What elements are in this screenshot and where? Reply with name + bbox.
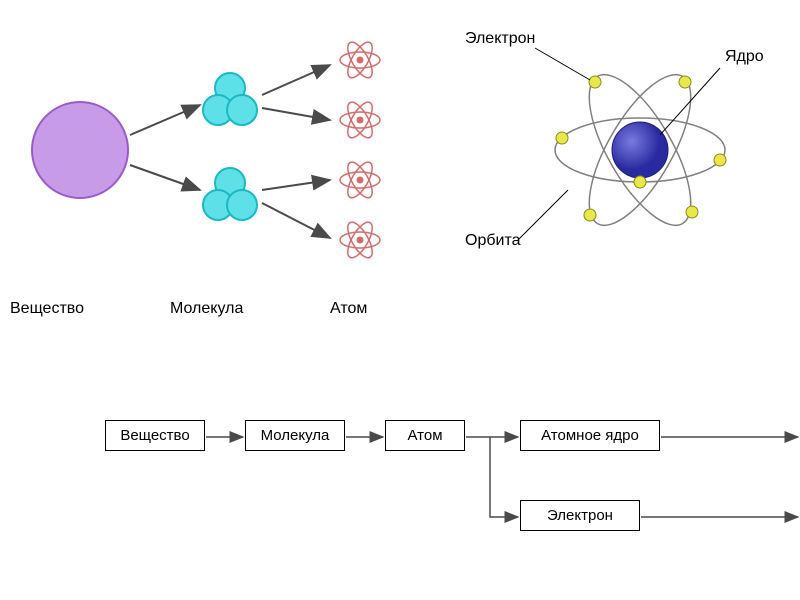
molecule-bottom [203,168,257,220]
electron-icon [589,76,601,88]
atom-model [555,60,726,239]
flow-nucleus: Атомное ядро [520,420,660,451]
flow-molecule: Молекула [245,420,345,451]
label-orbit: Орбита [465,232,521,250]
electron-icon [714,154,726,166]
flow-substance: Вещество [105,420,205,451]
label-substance: Вещество [10,300,84,318]
electron-icon [634,176,646,188]
molecule-top [203,73,257,125]
label-electron: Электрон [465,30,535,48]
atom-symbol-4 [340,219,380,262]
label-atom: Атом [330,300,367,318]
arrow-substance-mol1 [130,105,200,135]
electron-icon [679,76,691,88]
arrow-mol1-atom2 [262,108,330,120]
hierarchy-diagram [0,0,800,320]
atom-symbol-2 [340,99,380,142]
nucleus-icon [612,122,668,178]
pointer-electron [535,48,590,80]
electron-icon [584,209,596,221]
pointer-orbit [518,190,568,240]
arrow-mol2-atom3 [262,180,330,190]
electron-icon [556,132,568,144]
label-nucleus: Ядро [725,48,764,66]
flow-electron: Электрон [520,500,640,531]
arrow-substance-mol2 [130,165,200,190]
flow-atom: Атом [385,420,465,451]
electron-icon [686,206,698,218]
atom-symbol-1 [340,39,380,82]
substance-circle [32,102,128,198]
arrow-mol1-atom1 [262,65,330,95]
label-molecule: Молекула [170,300,243,318]
atom-symbol-3 [340,159,380,202]
arrow-mol2-atom4 [262,203,330,238]
